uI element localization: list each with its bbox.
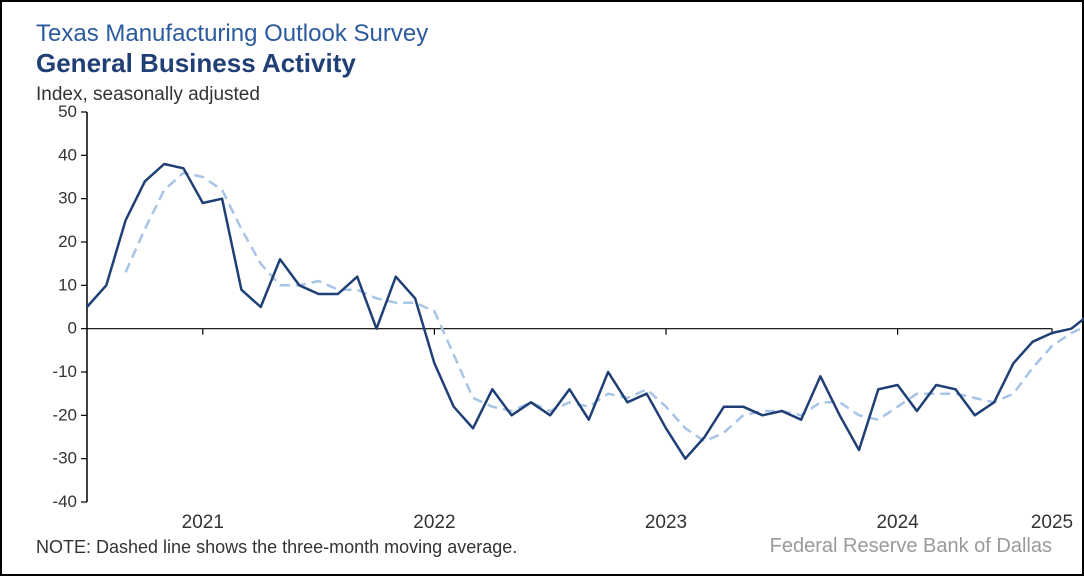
y-tick-label: 0 — [68, 319, 77, 338]
x-tick-label: 2025 — [1031, 512, 1073, 533]
y-tick-label: -10 — [52, 362, 77, 381]
y-tick-label: 10 — [58, 275, 77, 294]
y-tick-label: -30 — [52, 449, 77, 468]
y-tick-label: -40 — [52, 492, 77, 511]
y-tick-label: 50 — [58, 102, 77, 121]
y-tick-label: 20 — [58, 232, 77, 251]
y-tick-label: 30 — [58, 189, 77, 208]
chart-note: NOTE: Dashed line shows the three-month … — [36, 537, 517, 558]
moving-average-line — [126, 173, 1084, 442]
chart-frame: Texas Manufacturing Outlook Survey Gener… — [0, 0, 1084, 576]
y-tick-label: -20 — [52, 405, 77, 424]
y-tick-label: 40 — [58, 145, 77, 164]
main-series-line — [87, 164, 1084, 459]
chart-svg: -40 -30 -20 -10 0 10 20 30 40 50 2021 2022 2023 2024 2… — [2, 2, 1084, 578]
x-tick-label: 2021 — [182, 512, 224, 533]
chart-source: Federal Reserve Bank of Dallas — [770, 535, 1052, 558]
x-tick-label: 2024 — [876, 512, 919, 533]
x-tick-label: 2022 — [413, 512, 455, 533]
x-tick-label: 2023 — [645, 512, 687, 533]
